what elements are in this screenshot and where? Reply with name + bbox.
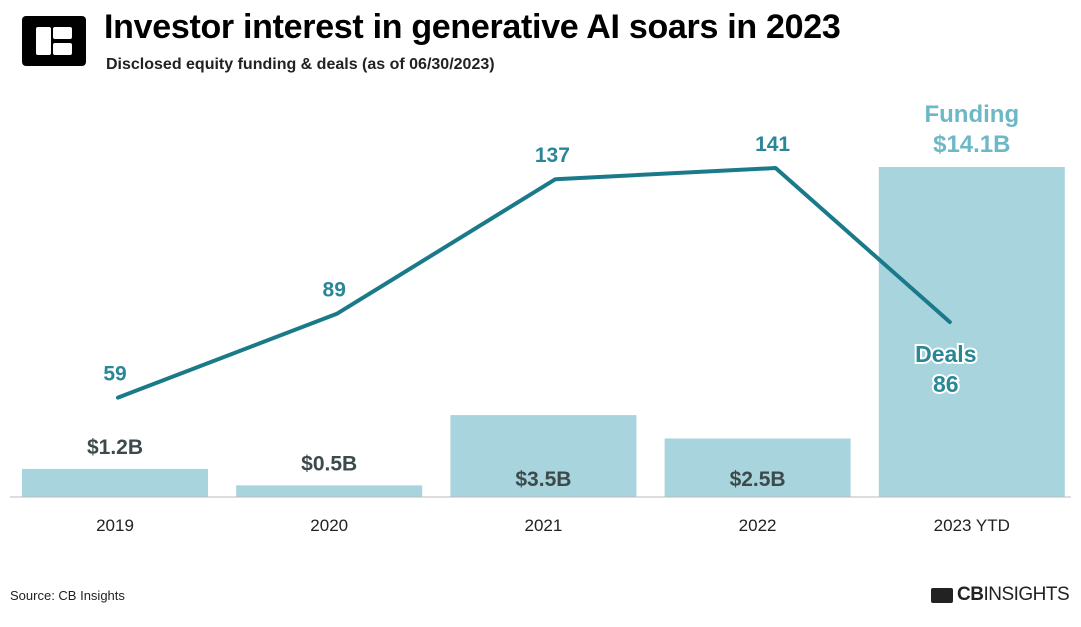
deals-value-label: 141 xyxy=(755,133,790,156)
deals-value-label: 137 xyxy=(535,144,570,167)
x-tick-label: 2023 YTD xyxy=(934,516,1010,535)
funding-value-label: $3.5B xyxy=(515,468,571,491)
funding-bar xyxy=(878,167,1065,497)
brand-bold: CB xyxy=(957,584,984,605)
source-note: Source: CB Insights xyxy=(10,588,125,603)
deals-value-label: 86 xyxy=(933,371,959,397)
cb-brand-icon xyxy=(931,587,953,603)
funding-bar xyxy=(22,468,208,497)
funding-series-label: Funding xyxy=(924,101,1019,128)
funding-bar xyxy=(236,485,423,497)
funding-bar xyxy=(450,415,637,497)
chart-title: Investor interest in generative AI soars… xyxy=(104,8,841,46)
funding-value-label: $0.5B xyxy=(301,452,357,475)
deals-series-label: Deals xyxy=(915,341,976,367)
funding-value-label: $2.5B xyxy=(730,468,786,491)
funding-value-label: $1.2B xyxy=(87,436,143,459)
x-tick-label: 2021 xyxy=(524,516,562,535)
funding-value-label: $14.1B xyxy=(933,131,1010,158)
x-tick-label: 2019 xyxy=(96,516,134,535)
x-tick-label: 2020 xyxy=(310,516,348,535)
chart-subtitle: Disclosed equity funding & deals (as of … xyxy=(106,56,495,73)
funding-bar xyxy=(664,438,851,497)
deals-line xyxy=(116,166,952,400)
cb-logo-icon xyxy=(22,16,86,66)
cb-insights-brand: CBINSIGHTS xyxy=(931,584,1070,606)
x-tick-label: 2022 xyxy=(739,516,777,535)
deals-value-label: 59 xyxy=(103,363,126,386)
deals-value-label: 89 xyxy=(323,279,346,302)
brand-rest: INSIGHTS xyxy=(983,584,1070,605)
